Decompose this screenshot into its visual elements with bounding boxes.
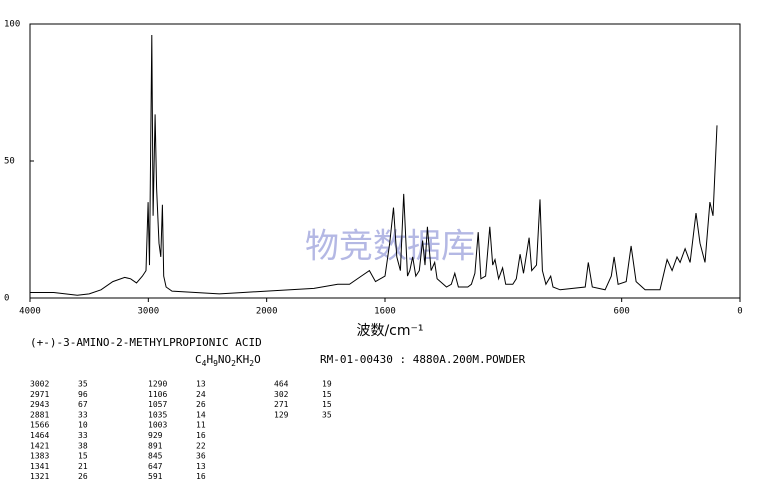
peak-intensity: 15 [322,390,332,399]
peak-intensity: 19 [322,380,332,389]
peak-intensity: 21 [78,462,88,471]
peak-intensity: 13 [196,462,206,471]
peak-intensity: 15 [78,452,88,461]
x-tick-label: 4000 [19,307,41,317]
peak-intensity: 24 [196,390,206,399]
peak-wavenumber: 1035 [148,410,167,419]
peak-wavenumber: 2971 [30,390,49,399]
x-tick-label: 3000 [137,307,159,317]
y-tick-label: 100 [4,20,20,30]
peak-wavenumber: 1421 [30,441,49,450]
peak-intensity: 13 [196,380,206,389]
x-axis-label: 波数/cm⁻¹ [356,323,423,339]
peak-intensity: 35 [322,410,332,419]
peak-intensity: 22 [196,441,206,450]
peak-intensity: 35 [78,380,88,389]
peak-intensity: 33 [78,431,88,440]
peak-intensity: 33 [78,410,88,419]
sample-info: RM-01-00430 : 4880A.200M.POWDER [320,353,526,366]
formula: C4H9NO2KH2O [195,353,261,368]
formula-subscript: 2 [249,359,254,368]
formula-subscript: 9 [213,359,218,368]
watermark: 物竞数据库 [305,227,475,267]
peak-wavenumber: 302 [274,390,289,399]
peak-wavenumber: 1383 [30,452,49,461]
peak-wavenumber: 1290 [148,380,167,389]
spectrum-line [30,34,718,296]
peak-intensity: 67 [78,400,88,409]
formula-part: C [195,353,202,366]
formula-subscript: 4 [202,359,207,368]
peak-wavenumber: 845 [148,452,163,461]
x-tick-label: 600 [614,307,630,317]
peak-intensity: 96 [78,390,88,399]
peak-intensity: 14 [196,410,206,419]
peak-wavenumber: 647 [148,462,163,471]
peak-intensity: 15 [322,400,332,409]
y-tick-label: 50 [4,157,15,167]
y-tick-label: 0 [4,294,9,304]
peak-intensity: 16 [196,431,206,440]
x-tick-label: 0 [737,307,742,317]
peak-wavenumber: 271 [274,400,289,409]
formula-part: KH [236,353,249,366]
formula-part: O [254,353,261,366]
peak-wavenumber: 1464 [30,431,49,440]
peak-wavenumber: 2881 [30,410,49,419]
peak-wavenumber: 464 [274,380,289,389]
x-tick-label: 2000 [256,307,278,317]
formula-part: H [206,353,213,366]
peak-wavenumber: 929 [148,431,163,440]
peak-wavenumber: 2943 [30,400,49,409]
peak-wavenumber: 1341 [30,462,49,471]
peak-wavenumber: 1003 [148,421,167,430]
compound-name: (+-)-3-AMINO-2-METHYLPROPIONIC ACID [30,336,262,349]
peak-intensity: 10 [78,421,88,430]
peak-wavenumber: 1566 [30,421,49,430]
x-tick-label: 1600 [374,307,396,317]
peak-intensity: 36 [196,452,206,461]
peak-intensity: 38 [78,441,88,450]
peak-wavenumber: 591 [148,472,163,481]
peak-wavenumber: 1106 [148,390,167,399]
peak-intensity: 11 [196,421,206,430]
peak-intensity: 26 [196,400,206,409]
peak-wavenumber: 3002 [30,380,49,389]
peak-wavenumber: 1321 [30,472,49,481]
peak-wavenumber: 891 [148,441,163,450]
peak-intensity: 16 [196,472,206,481]
peak-wavenumber: 129 [274,410,289,419]
formula-part: NO [218,353,231,366]
peak-wavenumber: 1057 [148,400,167,409]
formula-subscript: 2 [231,359,236,368]
peak-intensity: 26 [78,472,88,481]
